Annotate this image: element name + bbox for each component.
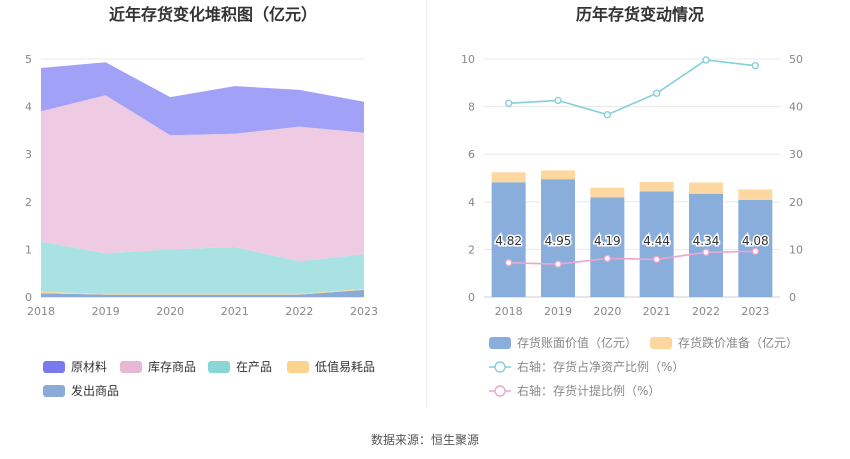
x-tick-label: 2022 — [285, 305, 313, 318]
inventory-bar-line-chart: 0 2 4 6 8 10 0 10 20 30 40 50 2018 2019 2020 2021 2022 20… — [461, 53, 803, 398]
legend-label: 低值易耗品 — [315, 359, 375, 374]
x-tick-label: 2022 — [692, 305, 720, 318]
y2-tick-label: 30 — [789, 148, 803, 161]
area-series-3 — [41, 95, 364, 262]
bar-value-label: 4.82 — [495, 234, 522, 248]
line-series-2 — [508, 59, 756, 116]
legend-swatch — [208, 361, 230, 373]
stacked-area-chart: 0 1 2 3 4 5 2018 2019 2020 2021 2022 2023 原材料 库存商品 在产品… — [25, 53, 378, 398]
y2-tick-label: 0 — [789, 291, 796, 304]
x-tick-label: 2019 — [544, 305, 572, 318]
x-tick-label: 2021 — [221, 305, 249, 318]
x-tick-label: 2023 — [350, 305, 378, 318]
x-tick-label: 2018 — [27, 305, 55, 318]
area-series-0 — [41, 289, 364, 297]
line-point — [702, 56, 710, 64]
legend-swatch — [120, 361, 142, 373]
bar-segment-0 — [590, 197, 625, 297]
bar-segment-0 — [639, 191, 674, 297]
line-point — [554, 96, 562, 105]
bar-value-label: 4.95 — [545, 234, 572, 248]
line-point — [603, 110, 612, 119]
line-point — [504, 99, 513, 107]
legend-label: 右轴：存货计提比例（%） — [517, 383, 660, 398]
bar-segment-0 — [491, 182, 526, 297]
bar-segment-1 — [639, 181, 674, 192]
y2-tick-label: 50 — [789, 53, 803, 66]
y-tick-label: 2 — [468, 243, 475, 256]
bar-segment-1 — [689, 182, 723, 194]
y-tick-label: 10 — [461, 53, 475, 66]
data-source-note: 数据来源：恒生聚源 — [370, 433, 479, 447]
y-tick-label: 5 — [25, 53, 32, 66]
legend-marker — [494, 361, 506, 373]
bar-value-label: 4.08 — [742, 234, 769, 248]
legend-label: 原材料 — [71, 360, 107, 374]
bar-value-label: 4.34 — [693, 234, 720, 248]
y2-tick-label: 10 — [789, 243, 803, 256]
legend-label: 在产品 — [236, 360, 272, 374]
right-chart-title: 历年存货变动情况 — [576, 5, 704, 24]
legend-marker — [494, 385, 506, 397]
line-point — [603, 254, 612, 263]
left-chart-title: 近年存货变化堆积图（亿元） — [109, 5, 317, 24]
line-point — [652, 89, 661, 97]
bar-value-label: 4.19 — [594, 234, 621, 248]
area-series-4 — [41, 62, 364, 136]
legend-swatch — [489, 337, 511, 349]
y-tick-label: 2 — [25, 196, 32, 209]
legend-label: 发出商品 — [71, 383, 119, 398]
legend-swatch — [43, 361, 65, 373]
legend-swatch — [287, 361, 309, 373]
x-tick-label: 2021 — [643, 305, 671, 318]
legend-label: 右轴：存货占净资产比例（%） — [517, 359, 684, 374]
legend-swatch — [650, 337, 672, 349]
bar-segment-1 — [541, 170, 575, 180]
x-tick-label: 2018 — [495, 305, 523, 318]
x-tick-label: 2023 — [741, 305, 769, 318]
y-tick-label: 6 — [468, 148, 475, 161]
y-tick-label: 4 — [468, 196, 475, 209]
panel-divider — [426, 0, 427, 408]
x-tick-label: 2019 — [92, 305, 120, 318]
legend-swatch — [43, 385, 65, 397]
line-point — [751, 61, 760, 70]
area-series-2 — [41, 241, 364, 294]
bar-segment-1 — [491, 172, 526, 183]
line-point — [504, 259, 513, 267]
line-point — [702, 248, 710, 256]
bar-value-label: 4.44 — [643, 234, 670, 248]
y-tick-label: 1 — [25, 243, 32, 256]
legend-label: 存货账面价值（亿元） — [517, 335, 637, 350]
y-tick-label: 8 — [468, 101, 475, 114]
y-tick-label: 4 — [25, 101, 32, 114]
bar-segment-1 — [590, 187, 625, 198]
x-tick-label: 2020 — [593, 305, 621, 318]
y-tick-label: 0 — [25, 291, 32, 304]
y-tick-label: 0 — [468, 291, 475, 304]
bar-segment-0 — [689, 193, 723, 297]
line-point — [652, 255, 661, 264]
y2-tick-label: 20 — [789, 196, 803, 209]
x-tick-label: 2020 — [156, 305, 184, 318]
legend-label: 存货跌价准备（亿元） — [678, 335, 798, 350]
bar-segment-1 — [738, 189, 773, 200]
y2-tick-label: 40 — [789, 101, 803, 114]
legend-label: 库存商品 — [148, 359, 196, 374]
bar-segment-0 — [541, 179, 575, 297]
line-point — [554, 260, 562, 268]
line-series-3 — [508, 250, 756, 266]
y-tick-label: 3 — [25, 148, 32, 161]
line-point — [751, 247, 760, 256]
